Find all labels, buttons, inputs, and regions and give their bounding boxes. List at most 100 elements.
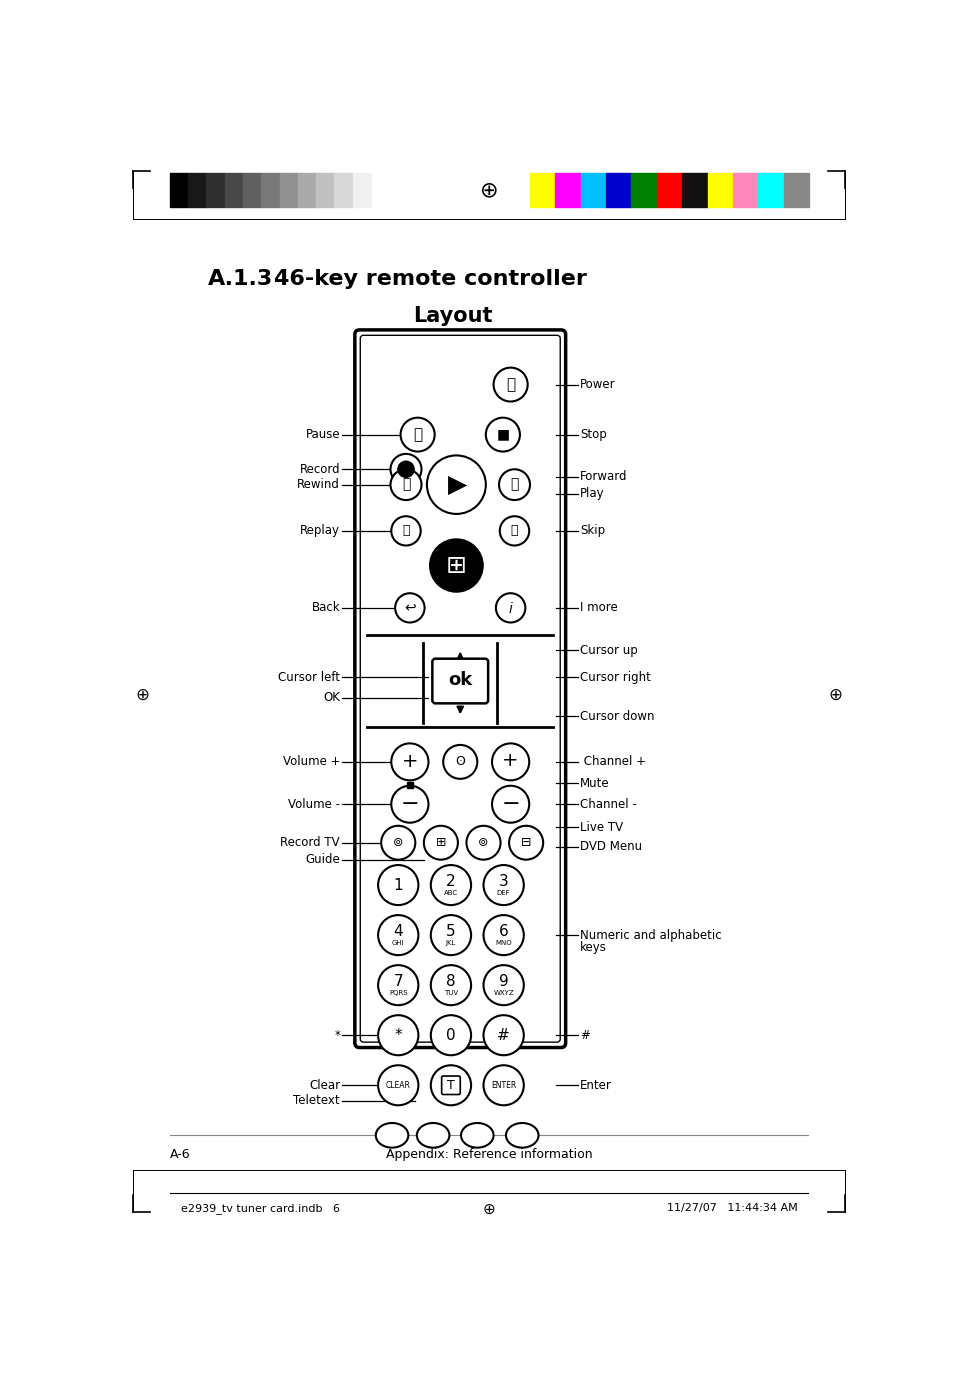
Ellipse shape: [505, 1123, 537, 1148]
Circle shape: [496, 593, 525, 622]
FancyBboxPatch shape: [360, 336, 559, 1042]
Text: 6: 6: [498, 923, 508, 938]
Bar: [297, 173, 315, 208]
Text: Enter: Enter: [579, 1079, 612, 1091]
Ellipse shape: [460, 1123, 493, 1148]
Bar: [605, 173, 631, 208]
Circle shape: [390, 454, 421, 484]
Text: 1: 1: [393, 878, 402, 893]
FancyBboxPatch shape: [355, 330, 565, 1047]
Circle shape: [400, 418, 435, 451]
Text: ⊚: ⊚: [393, 837, 403, 849]
Text: Layout: Layout: [413, 305, 492, 326]
Text: A-6: A-6: [170, 1148, 190, 1161]
Bar: [732, 173, 758, 208]
Text: *: *: [394, 1028, 401, 1043]
Text: ⊕: ⊕: [479, 180, 497, 201]
Text: Appendix: Reference information: Appendix: Reference information: [385, 1148, 592, 1161]
Text: ⏩: ⏩: [510, 477, 518, 491]
Text: ⊞: ⊞: [436, 837, 446, 849]
Circle shape: [431, 915, 471, 955]
Text: 7: 7: [393, 974, 402, 989]
Text: ▶: ▶: [448, 473, 467, 497]
Text: ⏪: ⏪: [401, 477, 410, 491]
Text: keys: keys: [579, 941, 607, 954]
Circle shape: [492, 786, 529, 823]
Bar: [555, 173, 580, 208]
Text: Power: Power: [579, 378, 616, 391]
Bar: [353, 173, 371, 208]
FancyBboxPatch shape: [432, 659, 488, 703]
Circle shape: [483, 1065, 523, 1105]
Circle shape: [391, 786, 428, 823]
Text: ⊟: ⊟: [520, 837, 531, 849]
Circle shape: [443, 744, 476, 779]
Text: Numeric and alphabetic: Numeric and alphabetic: [579, 929, 721, 941]
Text: ⊚: ⊚: [477, 837, 488, 849]
Text: Replay: Replay: [300, 524, 340, 538]
Circle shape: [483, 866, 523, 905]
Bar: [315, 173, 335, 208]
Bar: [188, 173, 206, 208]
Text: Clear: Clear: [309, 1079, 340, 1091]
Text: Cursor left: Cursor left: [278, 670, 340, 684]
Text: +: +: [502, 751, 518, 769]
Bar: [243, 173, 261, 208]
Text: Forward: Forward: [579, 471, 627, 483]
Bar: [261, 173, 279, 208]
Text: ⏭: ⏭: [510, 524, 517, 538]
Bar: [224, 173, 243, 208]
Text: 2: 2: [446, 874, 456, 889]
Text: TUV: TUV: [443, 989, 457, 996]
Text: 46-key remote controller: 46-key remote controller: [274, 270, 586, 289]
Text: 0: 0: [446, 1028, 456, 1043]
Text: #: #: [579, 1029, 590, 1042]
Circle shape: [492, 743, 529, 780]
Text: WXYZ: WXYZ: [493, 989, 514, 996]
Text: A.1.3: A.1.3: [208, 270, 274, 289]
Text: −: −: [500, 794, 519, 815]
Text: ⏮: ⏮: [402, 524, 410, 538]
Text: ENTER: ENTER: [491, 1080, 516, 1090]
Text: Play: Play: [579, 487, 604, 501]
Circle shape: [377, 866, 418, 905]
Text: 3: 3: [498, 874, 508, 889]
Bar: [758, 173, 782, 208]
Circle shape: [430, 539, 482, 592]
Text: Teletext: Teletext: [294, 1094, 340, 1108]
Circle shape: [431, 866, 471, 905]
Circle shape: [391, 516, 420, 545]
Circle shape: [427, 455, 485, 513]
Text: I more: I more: [579, 601, 618, 614]
Text: ⊕: ⊕: [827, 685, 841, 705]
Text: Volume -: Volume -: [288, 798, 340, 810]
Text: Volume +: Volume +: [282, 755, 340, 768]
Text: GHI: GHI: [392, 940, 404, 945]
Bar: [631, 173, 656, 208]
Circle shape: [377, 1015, 418, 1055]
Text: ⏻: ⏻: [505, 377, 515, 392]
Circle shape: [377, 1065, 418, 1105]
Ellipse shape: [416, 1123, 449, 1148]
Circle shape: [431, 965, 471, 1006]
Text: ⊞: ⊞: [445, 553, 466, 578]
Ellipse shape: [375, 1123, 408, 1148]
Circle shape: [423, 826, 457, 860]
Text: PQRS: PQRS: [389, 989, 407, 996]
Text: T: T: [447, 1079, 455, 1091]
Text: OK: OK: [323, 692, 340, 705]
Text: 11/27/07   11:44:34 AM: 11/27/07 11:44:34 AM: [666, 1204, 797, 1214]
Text: DEF: DEF: [497, 890, 510, 896]
Text: 5: 5: [446, 923, 456, 938]
Text: JKL: JKL: [445, 940, 456, 945]
Text: Rewind: Rewind: [297, 479, 340, 491]
Text: Guide: Guide: [305, 853, 340, 866]
Bar: [656, 173, 681, 208]
FancyBboxPatch shape: [441, 1076, 459, 1094]
Text: i: i: [508, 601, 512, 615]
Bar: [170, 173, 188, 208]
Text: Record TV: Record TV: [280, 837, 340, 849]
Circle shape: [499, 516, 529, 545]
Circle shape: [466, 826, 500, 860]
Text: 4: 4: [393, 923, 402, 938]
